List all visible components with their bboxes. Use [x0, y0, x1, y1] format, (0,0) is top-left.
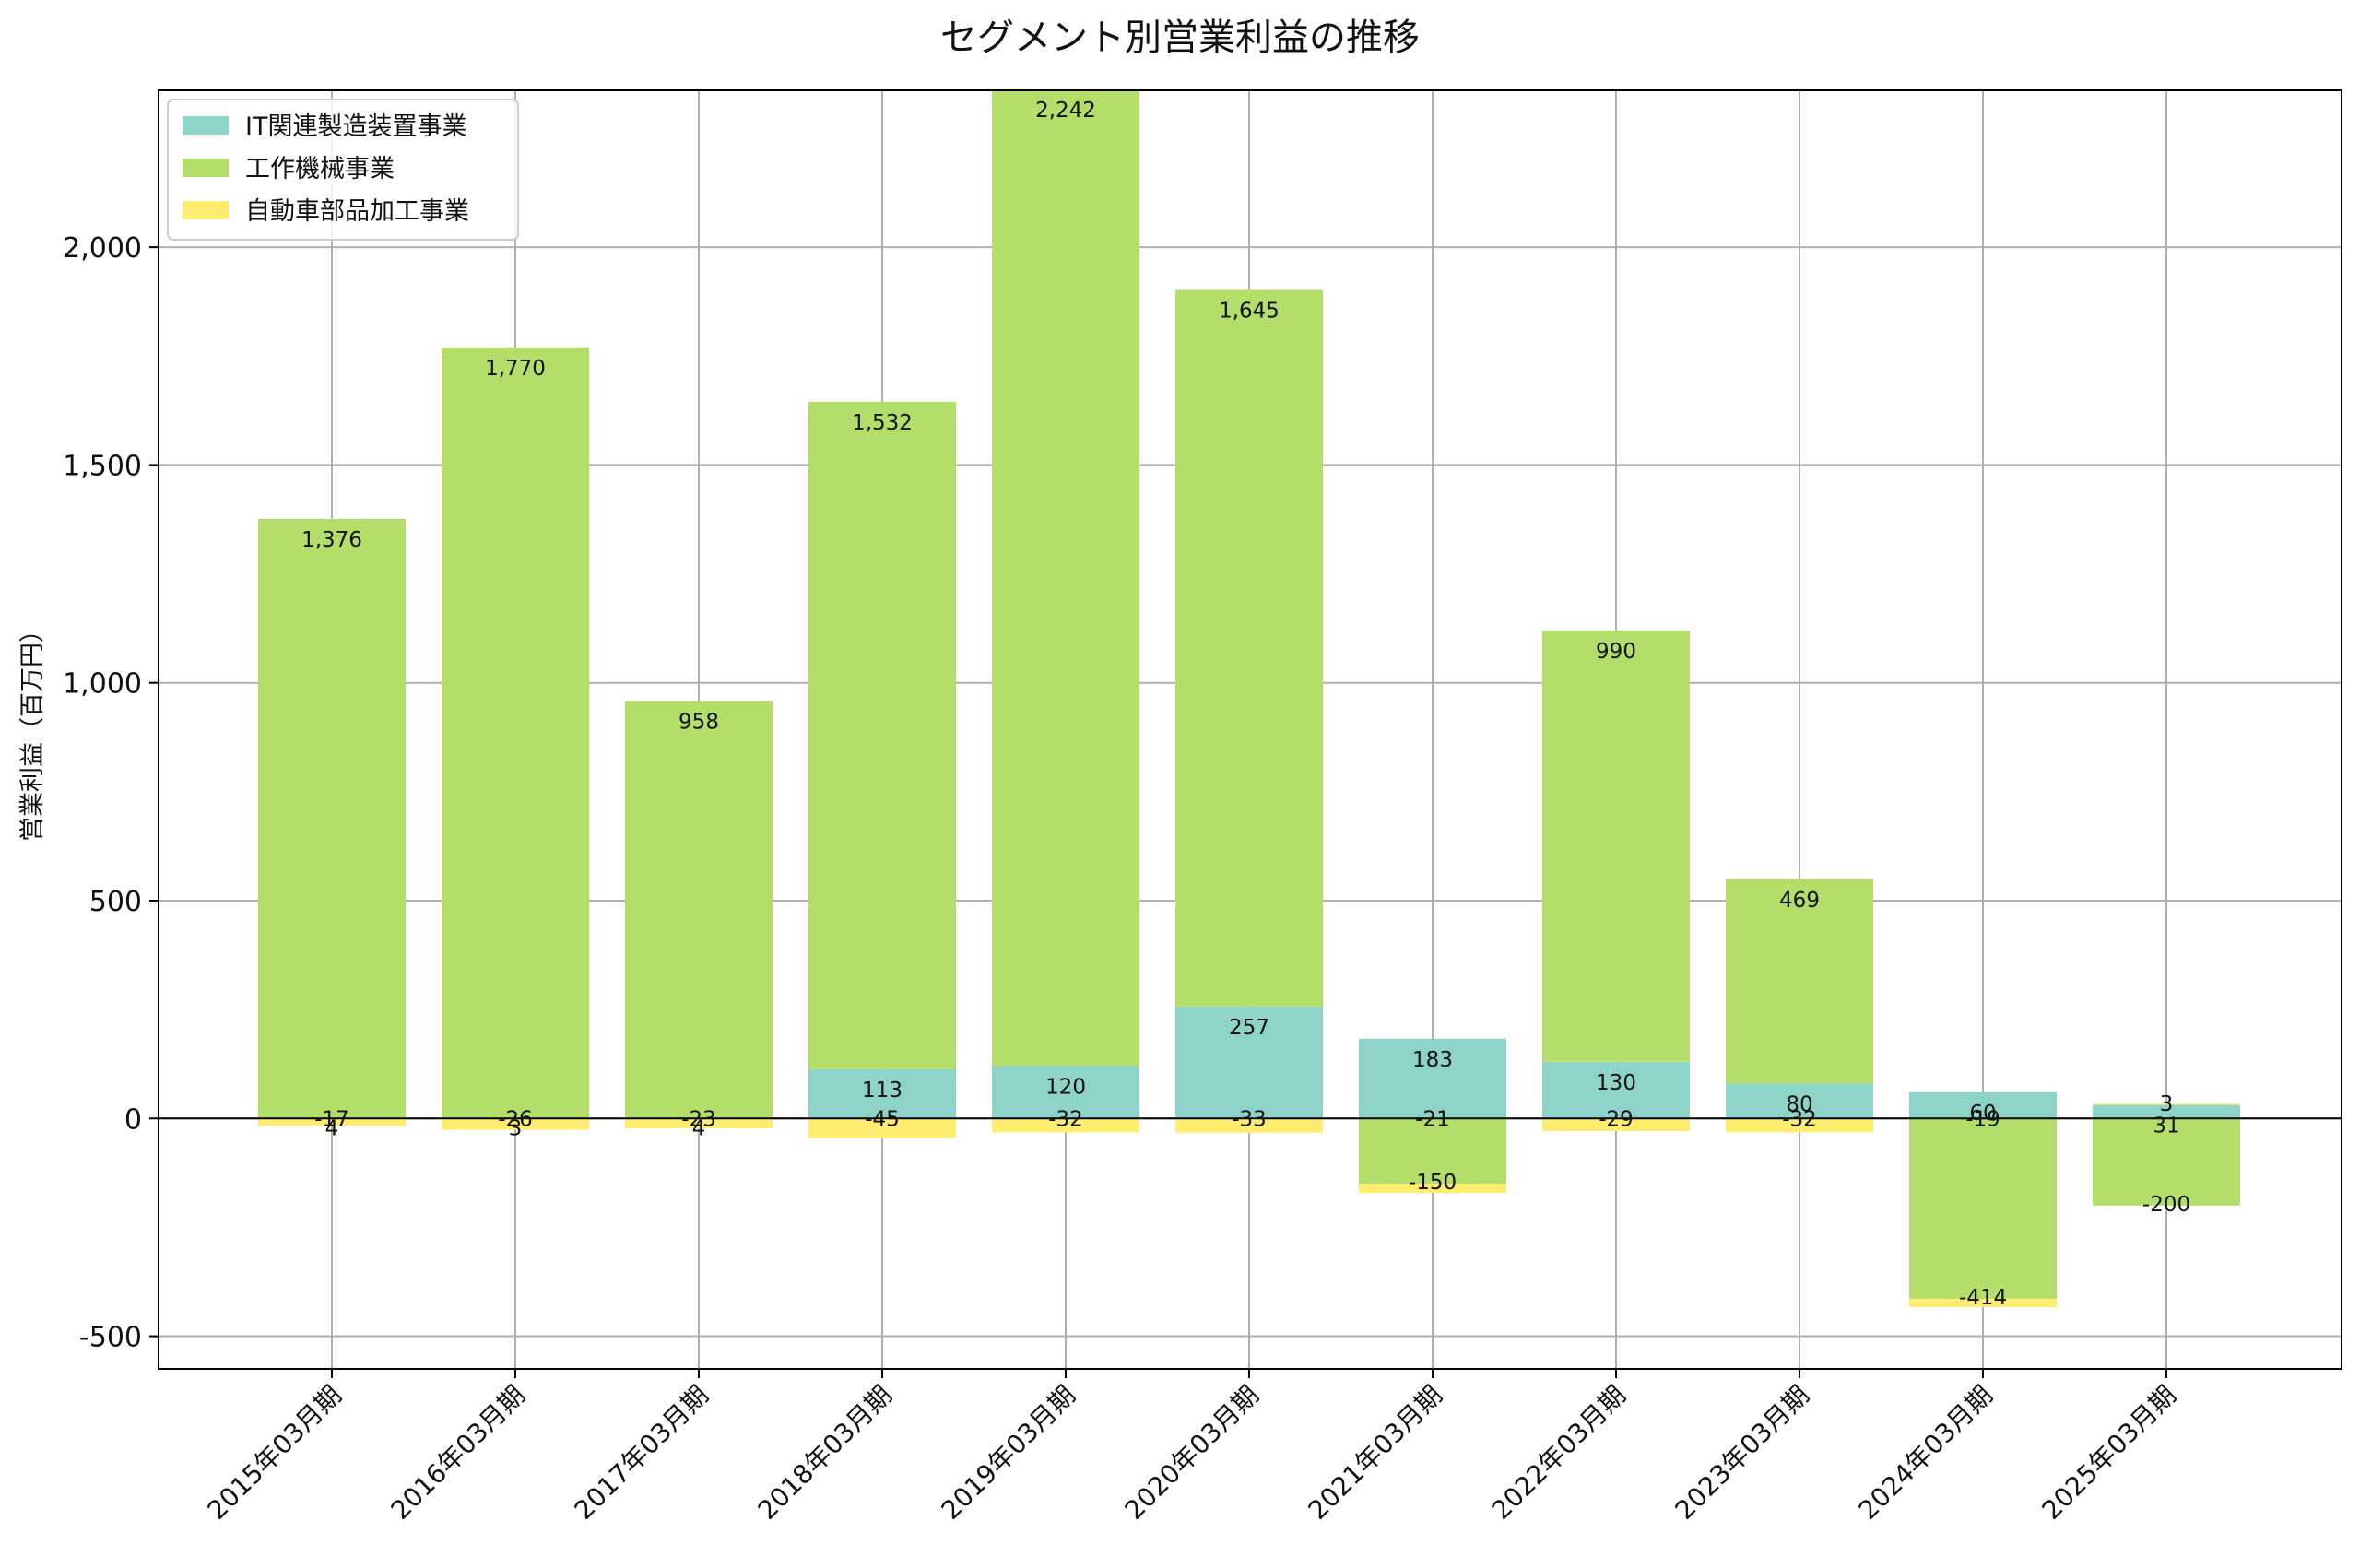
- legend-box: [167, 99, 519, 241]
- data-label: 1,376: [301, 528, 362, 552]
- data-label: 4: [325, 1116, 339, 1140]
- data-label: -200: [2142, 1193, 2190, 1217]
- data-label: 1,770: [485, 357, 546, 381]
- data-label: -414: [1959, 1286, 2007, 1310]
- data-label: -23: [681, 1107, 716, 1131]
- bar-1-2019年03月期: [992, 1066, 1139, 1119]
- bar-1-2025年03月期: [2093, 1104, 2240, 1119]
- bar-3-2019年03月期: [992, 1118, 1139, 1133]
- data-label: 4: [692, 1116, 706, 1140]
- bar-2-2018年03月期: [808, 401, 956, 1069]
- x-tick-label: 2021年03月期: [1303, 1380, 1448, 1526]
- bar-3-2015年03月期: [258, 1118, 406, 1126]
- data-label: 130: [1596, 1071, 1636, 1095]
- bar-3-2022年03月期: [1542, 1118, 1690, 1131]
- data-label: -17: [314, 1107, 349, 1131]
- x-tick-label: 2019年03月期: [936, 1380, 1081, 1526]
- x-tick-label: 2020年03月期: [1119, 1380, 1265, 1526]
- y-tick-label: 0: [124, 1103, 142, 1136]
- bar-3-2021年03月期: [1359, 1184, 1506, 1194]
- data-label: 257: [1229, 1016, 1269, 1040]
- legend-swatch: [183, 201, 229, 219]
- bar-1-2020年03月期: [1175, 1006, 1323, 1119]
- bar-2-2017年03月期: [625, 701, 773, 1119]
- data-label: -32: [1782, 1107, 1817, 1131]
- data-label: -29: [1599, 1107, 1634, 1131]
- bar-1-2018年03月期: [808, 1068, 956, 1119]
- data-label: 1,645: [1219, 299, 1280, 323]
- x-tick-label: 2018年03月期: [752, 1380, 898, 1526]
- y-tick-label: 2,000: [63, 232, 142, 265]
- bar-1-2022年03月期: [1542, 1061, 1690, 1119]
- data-label: 80: [1786, 1092, 1812, 1116]
- data-label: 1,532: [852, 411, 913, 435]
- data-label: -33: [1232, 1107, 1267, 1131]
- bar-2-2020年03月期: [1175, 289, 1323, 1007]
- bar-2-2022年03月期: [1542, 630, 1690, 1062]
- data-label: -19: [1965, 1107, 2000, 1131]
- x-tick-label: 2016年03月期: [385, 1380, 531, 1526]
- bar-3-2024年03月期: [1909, 1298, 2057, 1307]
- x-tick-label: 2017年03月期: [569, 1380, 714, 1526]
- data-label: 113: [862, 1079, 903, 1102]
- data-label: 469: [1779, 889, 1820, 913]
- data-label: -21: [1415, 1107, 1450, 1131]
- bar-3-2023年03月期: [1726, 1118, 1873, 1133]
- data-label: -45: [865, 1107, 900, 1131]
- y-tick-label: -500: [79, 1322, 142, 1354]
- bar-2-2016年03月期: [442, 347, 589, 1119]
- data-label: -26: [498, 1107, 533, 1131]
- bar-2-2019年03月期: [992, 89, 1139, 1067]
- legend-label: IT関連製造装置事業: [245, 112, 466, 141]
- legend-label: 自動車部品加工事業: [245, 197, 469, 226]
- data-label: 60: [1969, 1102, 1996, 1126]
- x-tick-label: 2015年03月期: [202, 1380, 348, 1526]
- bar-2-2021年03月期: [1359, 1118, 1506, 1185]
- bar-1-2024年03月期: [1909, 1091, 2057, 1119]
- bar-1-2023年03月期: [1726, 1083, 1873, 1119]
- bar-3-2025年03月期: [2093, 1103, 2240, 1105]
- chart-title: セグメント別営業利益の推移: [940, 17, 1420, 59]
- data-label: -32: [1048, 1107, 1083, 1131]
- y-tick-label: 500: [89, 886, 142, 918]
- x-tick-label: 2023年03月期: [1670, 1380, 1815, 1526]
- bar-3-2020年03月期: [1175, 1118, 1323, 1133]
- data-label: 990: [1596, 640, 1636, 664]
- plot-area: 113 120 257 183 130 80 60 31 1,376 1,770 958 1,532 2…: [18, 89, 2342, 1526]
- bar-1-2021年03月期: [1359, 1038, 1506, 1119]
- x-tick-label: 2022年03月期: [1486, 1380, 1632, 1526]
- bar-2-2023年03月期: [1726, 878, 1873, 1084]
- data-label: -150: [1409, 1171, 1457, 1195]
- legend-swatch: [183, 159, 229, 177]
- data-label: 120: [1045, 1076, 1086, 1100]
- data-label: 3: [2160, 1092, 2174, 1116]
- bar-2-2025年03月期: [2093, 1118, 2240, 1206]
- x-tick-label: 2025年03月期: [2036, 1380, 2182, 1526]
- bar-2-2015年03月期: [258, 519, 406, 1119]
- data-label: 3: [509, 1116, 523, 1140]
- bar-2-2024年03月期: [1909, 1118, 2057, 1299]
- data-label: 31: [2153, 1114, 2179, 1138]
- y-tick-label: 1,500: [63, 450, 142, 482]
- bar-3-2018年03月期: [808, 1118, 956, 1138]
- bar-3-2016年03月期: [442, 1118, 589, 1130]
- legend-swatch: [183, 116, 229, 135]
- data-label: 2,242: [1035, 99, 1096, 123]
- legend-label: 工作機械事業: [245, 155, 395, 183]
- y-axis-label: 営業利益（百万円）: [18, 618, 47, 842]
- x-tick-label: 2024年03月期: [1853, 1380, 1999, 1526]
- data-label: 183: [1412, 1048, 1453, 1072]
- bar-3-2017年03月期: [625, 1118, 773, 1129]
- y-tick-label: 1,000: [63, 668, 142, 701]
- data-label: 958: [678, 711, 719, 735]
